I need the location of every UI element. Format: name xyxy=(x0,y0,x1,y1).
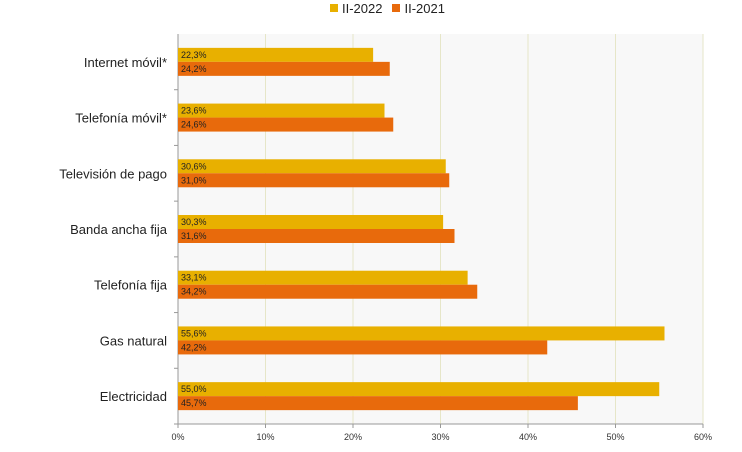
legend-label-2021: II-2021 xyxy=(404,0,445,16)
bar-2022 xyxy=(178,47,374,62)
data-label: 33,1% xyxy=(181,273,207,283)
data-label: 55,0% xyxy=(181,384,207,394)
x-tick-label: 30% xyxy=(431,432,449,442)
bar-2022 xyxy=(178,103,385,118)
data-label: 30,3% xyxy=(181,217,207,227)
category-label: Televisión de pago xyxy=(59,166,167,181)
legend-item-2021: II-2021 xyxy=(392,0,445,16)
data-label: 24,6% xyxy=(181,120,207,130)
category-label: Electricidad xyxy=(100,389,167,404)
category-label: Telefonía fija xyxy=(94,278,168,293)
category-label: Gas natural xyxy=(100,333,167,348)
bar-2022 xyxy=(178,270,468,285)
x-tick-label: 10% xyxy=(256,432,274,442)
bar-2022 xyxy=(178,215,444,229)
data-label: 23,6% xyxy=(181,106,207,116)
category-label: Telefonía móvil* xyxy=(75,111,167,126)
x-tick-label: 50% xyxy=(606,432,624,442)
bar-2021 xyxy=(178,229,455,243)
data-label: 42,2% xyxy=(181,342,207,352)
bar-2021 xyxy=(178,61,390,76)
bar-2021 xyxy=(178,340,548,355)
data-label: 34,2% xyxy=(181,287,207,297)
data-label: 55,6% xyxy=(181,328,207,338)
bar-2021 xyxy=(178,173,450,188)
bar-2022 xyxy=(178,382,660,397)
bar-2022 xyxy=(178,159,446,174)
x-tick-label: 40% xyxy=(519,432,537,442)
x-tick-label: 60% xyxy=(694,432,712,442)
chart-legend: II-2022 II-2021 xyxy=(330,0,445,16)
legend-swatch-2021 xyxy=(392,4,401,12)
category-label: Internet móvil* xyxy=(84,55,167,70)
legend-label-2022: II-2022 xyxy=(342,0,383,16)
bar-2021 xyxy=(178,117,394,132)
data-label: 30,6% xyxy=(181,161,207,171)
data-label: 24,2% xyxy=(181,64,207,74)
data-label: 31,6% xyxy=(181,231,207,241)
bar-2021 xyxy=(178,396,578,411)
legend-swatch-2022 xyxy=(330,4,338,12)
bar-2022 xyxy=(178,326,665,341)
data-label: 22,3% xyxy=(181,50,207,60)
legend-item-2022: II-2022 xyxy=(330,1,382,16)
data-label: 31,0% xyxy=(181,175,207,185)
x-tick-label: 20% xyxy=(344,432,362,442)
bar-2021 xyxy=(178,284,478,299)
x-tick-label: 0% xyxy=(171,432,184,442)
data-label: 45,7% xyxy=(181,398,207,408)
category-label: Banda ancha fija xyxy=(70,222,168,237)
